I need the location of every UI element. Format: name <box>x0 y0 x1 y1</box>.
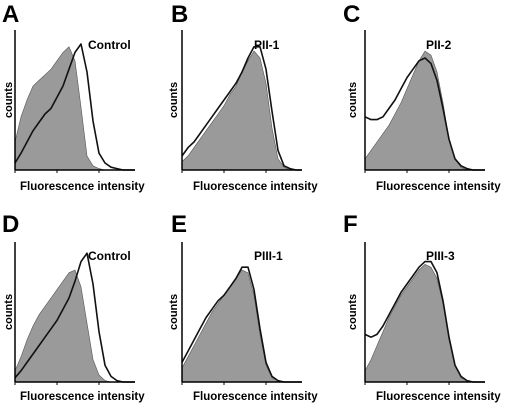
panel-d: D Control counts Fluorescence intensity <box>2 211 145 403</box>
panel-f-plot <box>364 242 485 385</box>
panel-b: B PII-1 counts Fluorescence intensity <box>168 1 318 193</box>
panel-letter-b: B <box>171 1 188 28</box>
panel-b-xlabel: Fluorescence intensity <box>193 181 318 193</box>
panel-e-title: PIII-1 <box>254 249 283 263</box>
panel-d-ylabel: counts <box>3 294 15 330</box>
panel-e-ylabel: counts <box>168 294 180 330</box>
panel-f-ylabel: counts <box>347 294 359 330</box>
panel-a-plot <box>14 30 135 173</box>
panel-f-outline-histogram <box>364 260 485 383</box>
panel-letter-e: E <box>171 211 187 238</box>
panel-d-plot <box>14 242 135 385</box>
panel-d-filled-histogram <box>14 269 135 383</box>
panel-a-outline-histogram <box>14 43 135 171</box>
panel-c-filled-histogram <box>364 50 485 171</box>
panel-f: F PIII-3 counts Fluorescence intensity <box>343 211 501 403</box>
panel-c-title: PII-2 <box>426 38 452 52</box>
panel-a: A Control counts Fluorescence intensity <box>2 1 145 193</box>
panel-d-outline-histogram <box>14 252 135 383</box>
panel-d-xlabel: Fluorescence intensity <box>20 391 145 403</box>
panel-f-title: PIII-3 <box>426 249 455 263</box>
panel-c-outline-histogram <box>364 57 485 171</box>
panel-a-filled-histogram <box>14 46 135 171</box>
panel-d-title: Control <box>88 249 131 263</box>
panel-letter-c: C <box>343 1 360 28</box>
panel-c-ylabel: counts <box>347 82 359 118</box>
panel-letter-f: F <box>343 211 358 238</box>
panel-e: E PIII-1 counts Fluorescence intensity <box>168 211 318 403</box>
panel-c: C PII-2 counts Fluorescence intensity <box>343 1 501 193</box>
panel-b-title: PII-1 <box>254 38 280 52</box>
panel-f-xlabel: Fluorescence intensity <box>376 391 501 403</box>
panel-a-title: Control <box>88 38 131 52</box>
panel-c-xlabel: Fluorescence intensity <box>376 181 501 193</box>
panel-b-filled-histogram <box>181 50 302 171</box>
panel-a-ylabel: counts <box>3 82 15 118</box>
panel-letter-d: D <box>2 211 19 238</box>
panel-e-filled-histogram <box>181 269 302 383</box>
panel-e-xlabel: Fluorescence intensity <box>193 391 318 403</box>
panel-b-plot <box>181 30 302 173</box>
panel-f-filled-histogram <box>364 264 485 383</box>
panel-a-xlabel: Fluorescence intensity <box>20 181 145 193</box>
panel-b-outline-histogram <box>181 45 302 171</box>
panel-c-plot <box>364 30 485 173</box>
panel-letter-a: A <box>2 1 19 28</box>
panel-b-ylabel: counts <box>168 82 180 118</box>
panel-e-plot <box>181 242 302 385</box>
